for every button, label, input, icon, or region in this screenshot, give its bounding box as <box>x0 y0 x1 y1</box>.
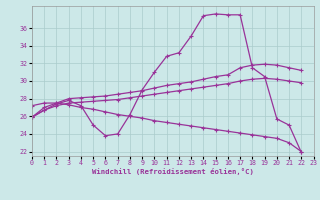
X-axis label: Windchill (Refroidissement éolien,°C): Windchill (Refroidissement éolien,°C) <box>92 168 254 175</box>
